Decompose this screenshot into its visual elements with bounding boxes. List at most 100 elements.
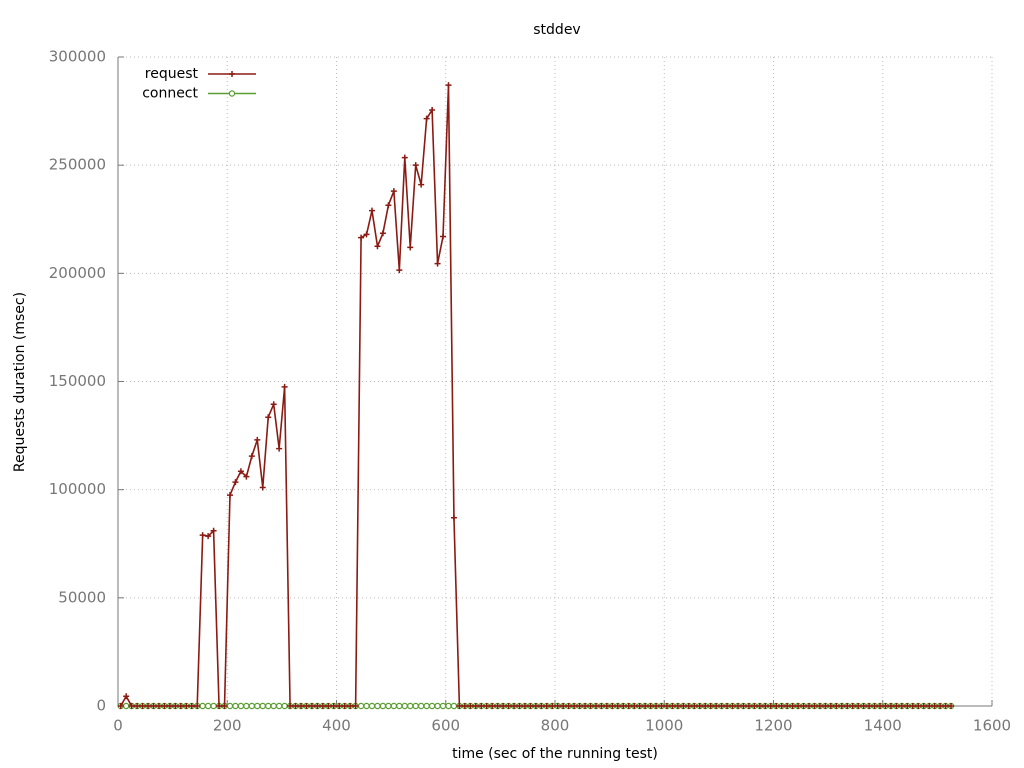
data-point bbox=[560, 703, 567, 709]
data-point bbox=[456, 703, 463, 709]
data-point bbox=[205, 533, 212, 540]
data-point bbox=[325, 703, 332, 709]
data-point bbox=[237, 702, 245, 710]
data-point bbox=[887, 703, 894, 709]
data-point bbox=[527, 703, 534, 709]
data-point bbox=[145, 703, 152, 709]
data-point bbox=[767, 703, 774, 709]
data-point bbox=[319, 703, 326, 709]
data-point bbox=[691, 703, 698, 709]
data-point bbox=[937, 703, 944, 709]
data-point bbox=[429, 107, 436, 114]
data-point bbox=[226, 702, 234, 710]
x-tick-label: 1200 bbox=[754, 717, 792, 735]
data-point bbox=[478, 703, 485, 709]
data-point bbox=[543, 703, 550, 709]
data-point bbox=[347, 703, 354, 709]
data-point bbox=[194, 703, 201, 709]
data-point bbox=[210, 527, 217, 534]
legend-marker bbox=[229, 71, 235, 77]
data-point bbox=[401, 154, 408, 161]
data-point bbox=[926, 703, 933, 709]
data-point bbox=[778, 703, 785, 709]
data-point bbox=[614, 703, 621, 709]
data-point bbox=[341, 703, 348, 709]
data-point bbox=[281, 702, 288, 710]
data-point bbox=[915, 703, 922, 709]
data-point bbox=[734, 703, 741, 709]
data-point bbox=[439, 702, 447, 710]
data-point bbox=[379, 230, 386, 237]
data-point bbox=[385, 202, 392, 209]
data-point bbox=[358, 234, 365, 241]
data-point bbox=[450, 702, 458, 710]
data-point bbox=[265, 414, 272, 421]
y-tick-label: 150000 bbox=[49, 372, 106, 390]
y-tick-label: 200000 bbox=[49, 264, 106, 282]
data-point bbox=[461, 703, 468, 709]
chart-title: stddev bbox=[533, 22, 580, 38]
data-point bbox=[806, 703, 813, 709]
data-point bbox=[855, 703, 862, 709]
data-point bbox=[385, 702, 392, 710]
data-point bbox=[532, 703, 539, 709]
data-point bbox=[729, 703, 736, 709]
data-point bbox=[576, 703, 583, 709]
data-point bbox=[445, 702, 452, 710]
data-point bbox=[172, 703, 179, 709]
data-point bbox=[740, 703, 747, 709]
data-point bbox=[844, 703, 851, 709]
x-tick-label: 400 bbox=[322, 717, 351, 735]
data-point bbox=[511, 703, 518, 709]
x-tick-label: 600 bbox=[431, 717, 460, 735]
data-point bbox=[751, 703, 758, 709]
data-point bbox=[822, 703, 829, 709]
data-point bbox=[592, 703, 599, 709]
data-point bbox=[871, 703, 878, 709]
data-point bbox=[275, 702, 283, 710]
data-point bbox=[150, 703, 157, 709]
data-point bbox=[243, 473, 250, 480]
data-point bbox=[407, 244, 414, 251]
data-point bbox=[467, 703, 474, 709]
data-point bbox=[724, 703, 731, 709]
data-point bbox=[571, 703, 578, 709]
data-point bbox=[128, 703, 135, 709]
data-point bbox=[445, 82, 452, 89]
data-point bbox=[745, 703, 752, 709]
data-point bbox=[396, 267, 403, 274]
data-point bbox=[155, 703, 162, 709]
data-point bbox=[423, 115, 430, 122]
data-point bbox=[658, 703, 665, 709]
data-point bbox=[833, 703, 840, 709]
data-point bbox=[625, 703, 632, 709]
data-point bbox=[877, 703, 884, 709]
data-point bbox=[800, 703, 807, 709]
data-point bbox=[270, 401, 277, 408]
data-point bbox=[500, 703, 507, 709]
data-point bbox=[489, 703, 496, 709]
data-point bbox=[199, 532, 206, 539]
data-point bbox=[909, 703, 916, 709]
data-point bbox=[707, 703, 714, 709]
y-tick-label: 50000 bbox=[58, 588, 106, 606]
y-tick-label: 100000 bbox=[49, 480, 106, 498]
data-point bbox=[948, 703, 955, 709]
data-point bbox=[314, 703, 321, 709]
data-point bbox=[139, 703, 146, 709]
data-point bbox=[232, 702, 239, 710]
data-point bbox=[434, 702, 441, 710]
data-point bbox=[308, 703, 315, 709]
data-point bbox=[276, 445, 283, 452]
data-point bbox=[565, 703, 572, 709]
data-point bbox=[390, 188, 397, 195]
data-point bbox=[713, 703, 720, 709]
data-point bbox=[330, 703, 337, 709]
data-point bbox=[210, 702, 217, 710]
data-point bbox=[357, 702, 365, 710]
data-point bbox=[374, 702, 381, 710]
data-point bbox=[368, 702, 376, 710]
y-tick-label: 300000 bbox=[49, 48, 106, 66]
data-point bbox=[598, 703, 605, 709]
